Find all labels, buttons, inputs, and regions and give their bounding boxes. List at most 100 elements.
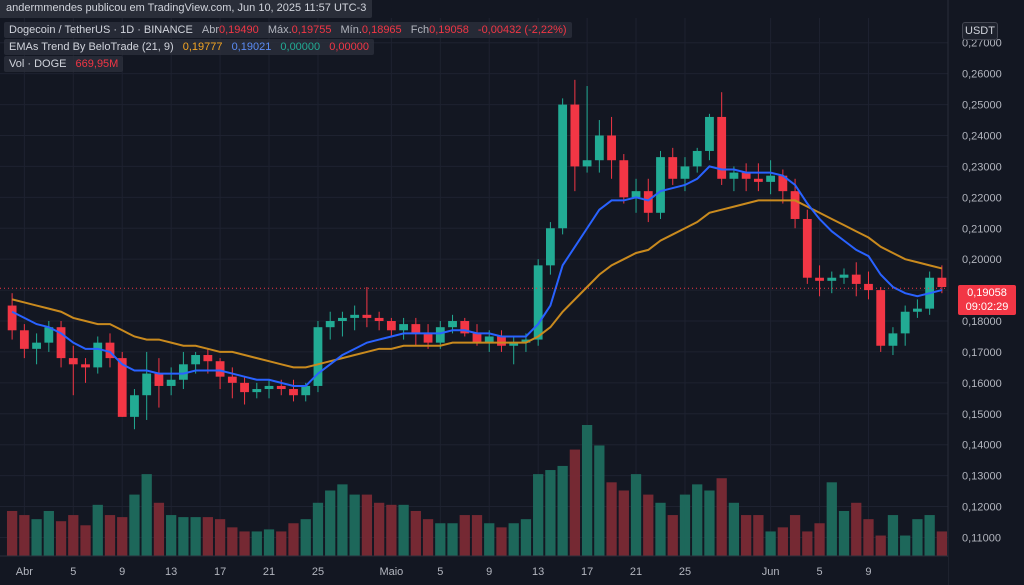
volume-bar [496, 527, 507, 556]
volume-bar [741, 515, 752, 556]
time-axis: Abr 5 9 13 17 21 25 Maio 5 9 13 17 21 25 Jun 5 9 [0, 555, 948, 585]
volume-legend[interactable]: Vol · DOGE 669,95M [4, 56, 124, 72]
publisher-text: andermmendes publicou em TradingView.com… [6, 2, 367, 14]
candle-body [656, 157, 665, 213]
volume-bar [43, 510, 54, 556]
price-tick-label: 0,16000 [962, 378, 1002, 390]
volume-bar [288, 523, 299, 556]
time-tick-label: 17 [214, 566, 226, 578]
volume-bar [129, 494, 140, 556]
volume-bar [447, 523, 458, 556]
ema-value-c: 0,00000 [280, 41, 321, 53]
candle-body [142, 373, 152, 396]
volume-bar [900, 535, 911, 556]
candle-body [264, 385, 274, 390]
candle-body [619, 160, 629, 198]
price-tick-label: 0,15000 [962, 409, 1002, 421]
candle-body [117, 358, 127, 417]
symbol-name: Dogecoin / TetherUS · 1D · BINANCE [9, 24, 193, 36]
symbol-legend[interactable]: Dogecoin / TetherUS · 1D · BINANCE Abr0,… [4, 22, 572, 38]
candle-body [7, 305, 17, 331]
volume-bar [851, 502, 862, 556]
candle-body [44, 327, 54, 343]
volume-bar [410, 510, 421, 556]
volume-bar [618, 490, 629, 556]
candle-body [521, 339, 531, 343]
candle-body [460, 321, 470, 334]
candle-body [399, 324, 409, 331]
candle-body [839, 274, 849, 278]
last-price-value: 0,19058 [967, 287, 1007, 299]
price-tick-label: 0,11000 [962, 532, 1001, 544]
high-value: 0,19755 [291, 24, 332, 36]
close-value: 0,19058 [429, 24, 469, 36]
time-tick-label: 13 [532, 566, 544, 578]
volume-bar [912, 519, 923, 556]
volume-bar [435, 523, 446, 556]
candle-body [448, 321, 457, 328]
candle-body [607, 135, 616, 161]
volume-bar [92, 504, 103, 556]
ema-value-d: 0,00000 [329, 41, 369, 53]
volume-bar [508, 523, 519, 556]
volume-bar [838, 510, 850, 556]
volume-bar [789, 515, 801, 556]
volume-bar [398, 504, 409, 556]
volume-bar [349, 494, 360, 556]
candle-body [325, 321, 335, 328]
ema-legend[interactable]: EMAs Trend By BeloTrade (21, 9) 0,19777 … [4, 39, 374, 55]
volume-bar [227, 527, 238, 556]
volume-bar [386, 504, 397, 556]
candle-body [191, 355, 201, 365]
candle-body [729, 172, 739, 179]
candle-body [105, 342, 115, 359]
candle-body [252, 389, 262, 393]
candle-body [497, 336, 506, 346]
time-tick-label: 9 [119, 566, 125, 578]
currency-button[interactable]: USDT [962, 22, 998, 40]
volume-bar [704, 490, 715, 556]
candle-body [423, 333, 433, 343]
volume-bar [202, 517, 213, 556]
volume-bar [166, 515, 177, 556]
candle-body [680, 166, 690, 179]
close-label: Fch [410, 24, 430, 36]
candle-body [386, 321, 396, 331]
volume-bar [520, 519, 532, 556]
candle-body [815, 277, 824, 281]
volume-bar [117, 517, 128, 556]
candle-body [790, 191, 800, 219]
ema-value-a: 0,19777 [182, 41, 223, 53]
chart-legend: Dogecoin / TetherUS · 1D · BINANCE Abr0,… [4, 22, 572, 73]
candle-body [668, 157, 678, 179]
volume-bar [214, 519, 226, 556]
volume-bar [753, 515, 764, 556]
price-tick-label: 0,27000 [962, 38, 1002, 50]
ema-slow-line [11, 199, 943, 369]
candle-body [313, 327, 323, 386]
price-tick-label: 0,18000 [962, 316, 1002, 328]
currency-label: USDT [965, 25, 995, 37]
volume-bar [630, 474, 642, 556]
candle-body [509, 342, 519, 346]
candle-body [435, 327, 445, 343]
time-tick-label: 5 [816, 566, 822, 578]
volume-bar [594, 445, 605, 556]
low-value: 0,18965 [361, 24, 402, 36]
time-axis-bg [0, 557, 948, 585]
time-tick-label: 25 [679, 566, 691, 578]
candle-body [362, 314, 372, 318]
volume-bar [239, 531, 250, 556]
volume-bar [153, 502, 165, 556]
volume-bar [716, 478, 727, 556]
time-tick-label: 25 [312, 566, 324, 578]
candle-body [374, 317, 384, 322]
candle-body [32, 342, 41, 349]
volume-bar [190, 517, 201, 556]
candle-body [913, 308, 922, 312]
price-tick-label: 0,24000 [962, 130, 1002, 142]
price-tick-label: 0,20000 [962, 254, 1002, 266]
volume-bar [533, 474, 544, 556]
